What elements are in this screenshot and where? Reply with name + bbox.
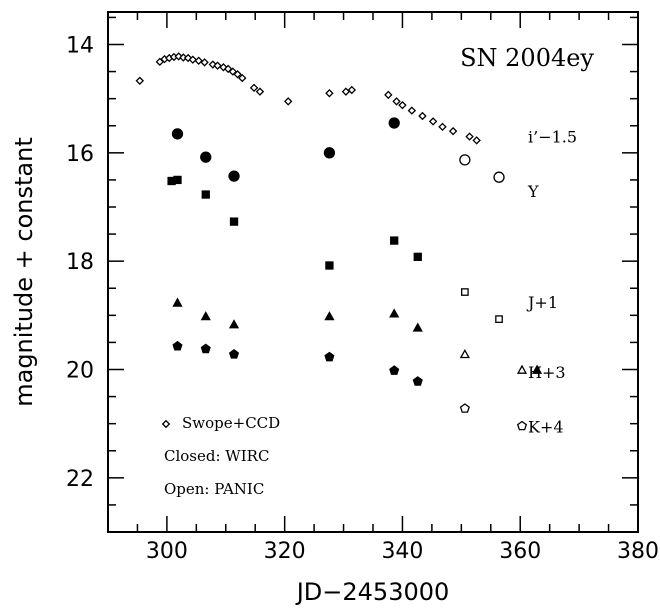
data-point-circle (388, 117, 400, 129)
data-point-square (201, 190, 210, 199)
series-label: i’−1.5 (528, 128, 577, 147)
data-point-diamond (233, 70, 242, 79)
data-point-square (390, 236, 399, 245)
data-point-square (173, 175, 182, 185)
data-point-pentagon (459, 403, 470, 413)
legend-marker-diamond (161, 419, 171, 429)
data-point-circle (171, 128, 184, 140)
data-points (135, 52, 543, 431)
data-point-triangle (389, 308, 400, 318)
data-point-diamond (407, 106, 417, 115)
x-tick-label: 340 (381, 539, 423, 564)
y-tick-label: 18 (66, 250, 94, 275)
data-point-diamond (347, 85, 357, 95)
data-point-diamond (219, 63, 228, 72)
data-point-square (229, 217, 239, 226)
legend-closed-label: Closed: WIRC (164, 447, 269, 465)
data-point-square (413, 252, 422, 261)
data-point-pentagon (228, 349, 240, 359)
axis-tick-labels: 300 320 340 360 380 14 16 18 20 22 (66, 34, 659, 565)
data-point-pentagon (389, 365, 400, 375)
legend-swope-label: Swope+CCD (182, 414, 280, 432)
data-point-pentagon (172, 340, 183, 351)
data-point-diamond (183, 53, 193, 63)
data-point-diamond (384, 90, 393, 100)
data-point-diamond (208, 60, 218, 69)
data-point-diamond (238, 73, 247, 83)
data-point-triangle (459, 348, 470, 359)
series-label: J+1 (526, 293, 558, 312)
data-point-diamond (283, 97, 293, 106)
y-axis-title: magnitude + constant (10, 137, 38, 407)
data-point-square (325, 261, 334, 270)
data-point-square (461, 288, 469, 296)
data-point-triangle (412, 322, 423, 332)
y-tick-label: 14 (66, 34, 94, 59)
legend-marker-triangle (531, 364, 543, 374)
legend-marker-pentagon (516, 420, 528, 431)
y-tick-label: 16 (66, 142, 94, 167)
data-point-circle (323, 147, 336, 159)
data-point-triangle (200, 311, 211, 321)
data-point-diamond (213, 61, 222, 70)
chart-title: SN 2004ey (460, 44, 594, 72)
data-point-circle (228, 170, 240, 182)
data-point-circle (493, 171, 505, 183)
x-tick-label: 360 (499, 539, 541, 564)
data-point-diamond (472, 136, 481, 145)
data-point-diamond (325, 89, 334, 98)
series-label: K+4 (528, 417, 564, 436)
data-point-diamond (398, 100, 407, 110)
x-tick-label: 380 (617, 539, 659, 564)
axis-ticks (107, 12, 639, 533)
data-point-pentagon (412, 376, 423, 386)
series-labels: i’−1.5YJ+1H+3K+4 (526, 128, 577, 437)
data-point-diamond (255, 87, 265, 96)
x-tick-label: 320 (264, 539, 306, 564)
data-point-diamond (249, 83, 259, 93)
data-point-triangle (228, 319, 240, 329)
series-label: Y (527, 182, 539, 201)
data-point-circle (200, 151, 212, 163)
data-point-circle (459, 154, 471, 166)
data-point-diamond (194, 56, 203, 65)
x-tick-label: 300 (146, 539, 188, 564)
y-tick-label: 22 (66, 467, 94, 492)
data-point-diamond (135, 76, 145, 86)
data-point-diamond (188, 55, 198, 64)
x-axis-title: JD−2453000 (295, 578, 450, 606)
data-point-diamond (438, 122, 447, 132)
legend-marker-triangle (516, 364, 528, 374)
legend: Swope+CCD Closed: WIRC Open: PANIC (164, 414, 280, 498)
data-point-triangle (324, 311, 335, 321)
data-point-diamond (200, 58, 209, 67)
data-point-diamond (465, 132, 474, 141)
data-point-diamond (448, 126, 458, 136)
y-tick-label: 20 (66, 359, 94, 384)
legend-open-label: Open: PANIC (164, 480, 264, 498)
data-point-diamond (341, 87, 351, 96)
data-point-pentagon (200, 343, 211, 354)
data-point-pentagon (324, 351, 335, 362)
data-point-diamond (418, 111, 427, 121)
data-point-diamond (428, 117, 438, 126)
data-point-diamond (392, 97, 401, 106)
data-point-square (495, 315, 503, 323)
data-point-triangle (172, 297, 183, 307)
